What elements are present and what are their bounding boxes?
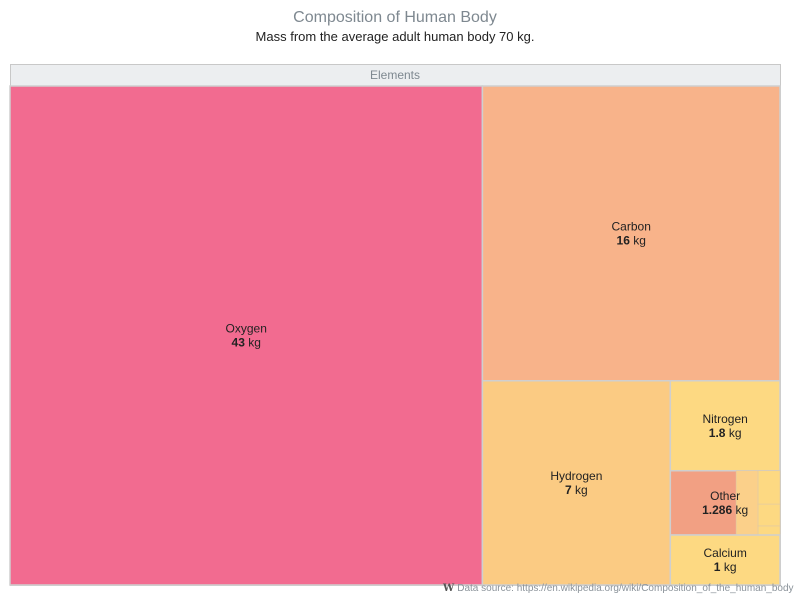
chart-subtitle: Mass from the average adult human body 7… — [255, 29, 535, 44]
other-subtile — [757, 470, 781, 505]
tile-calcium-rect[interactable] — [669, 534, 781, 586]
tile-oxygen-rect[interactable] — [9, 85, 484, 586]
wikipedia-icon: W — [443, 583, 455, 594]
tile-calcium-value-number: 1 — [714, 560, 721, 574]
tile-hydrogen-value-unit: kg — [572, 483, 588, 497]
tile-oxygen-value: 43 kg — [232, 336, 261, 350]
tile-nitrogen-rect[interactable] — [669, 380, 781, 472]
tile-carbon-rect[interactable] — [481, 85, 781, 382]
tile-carbon-value-unit: kg — [630, 233, 646, 247]
tile-other-label: Other — [710, 489, 740, 503]
data-source-credit[interactable]: W Data source: https://en.wikipedia.org/w… — [443, 583, 794, 594]
tile-other-value-number: 1.286 — [702, 503, 732, 517]
tile-carbon-value: 16 kg — [617, 233, 646, 247]
tile-other-value-unit: kg — [732, 503, 748, 517]
tile-nitrogen-label: Nitrogen — [702, 412, 747, 426]
other-subtile — [757, 503, 781, 527]
tile-nitrogen-value: 1.8 kg — [709, 426, 742, 440]
tile-oxygen-label: Oxygen — [226, 322, 267, 336]
tile-nitrogen-value-number: 1.8 — [709, 426, 726, 440]
treemap-header-label: Elements — [370, 68, 420, 82]
other-subtile — [757, 525, 781, 536]
tile-oxygen-value-number: 43 — [232, 336, 246, 350]
tile-oxygen-value-unit: kg — [245, 336, 261, 350]
tile-hydrogen-value: 7 kg — [565, 483, 588, 497]
tile-nitrogen-value-unit: kg — [725, 426, 741, 440]
tile-carbon-value-number: 16 — [617, 233, 631, 247]
tile-calcium-label: Calcium — [703, 546, 746, 560]
tile-hydrogen-label: Hydrogen — [550, 469, 602, 483]
tile-calcium-value-unit: kg — [720, 560, 736, 574]
tile-calcium-value: 1 kg — [714, 560, 737, 574]
tile-other-value: 1.286 kg — [702, 503, 748, 517]
chart-title: Composition of Human Body — [293, 9, 497, 26]
tile-carbon-label: Carbon — [612, 219, 651, 233]
data-source-text: Data source: https://en.wikipedia.org/wi… — [457, 583, 794, 594]
tile-hydrogen-value-number: 7 — [565, 483, 572, 497]
